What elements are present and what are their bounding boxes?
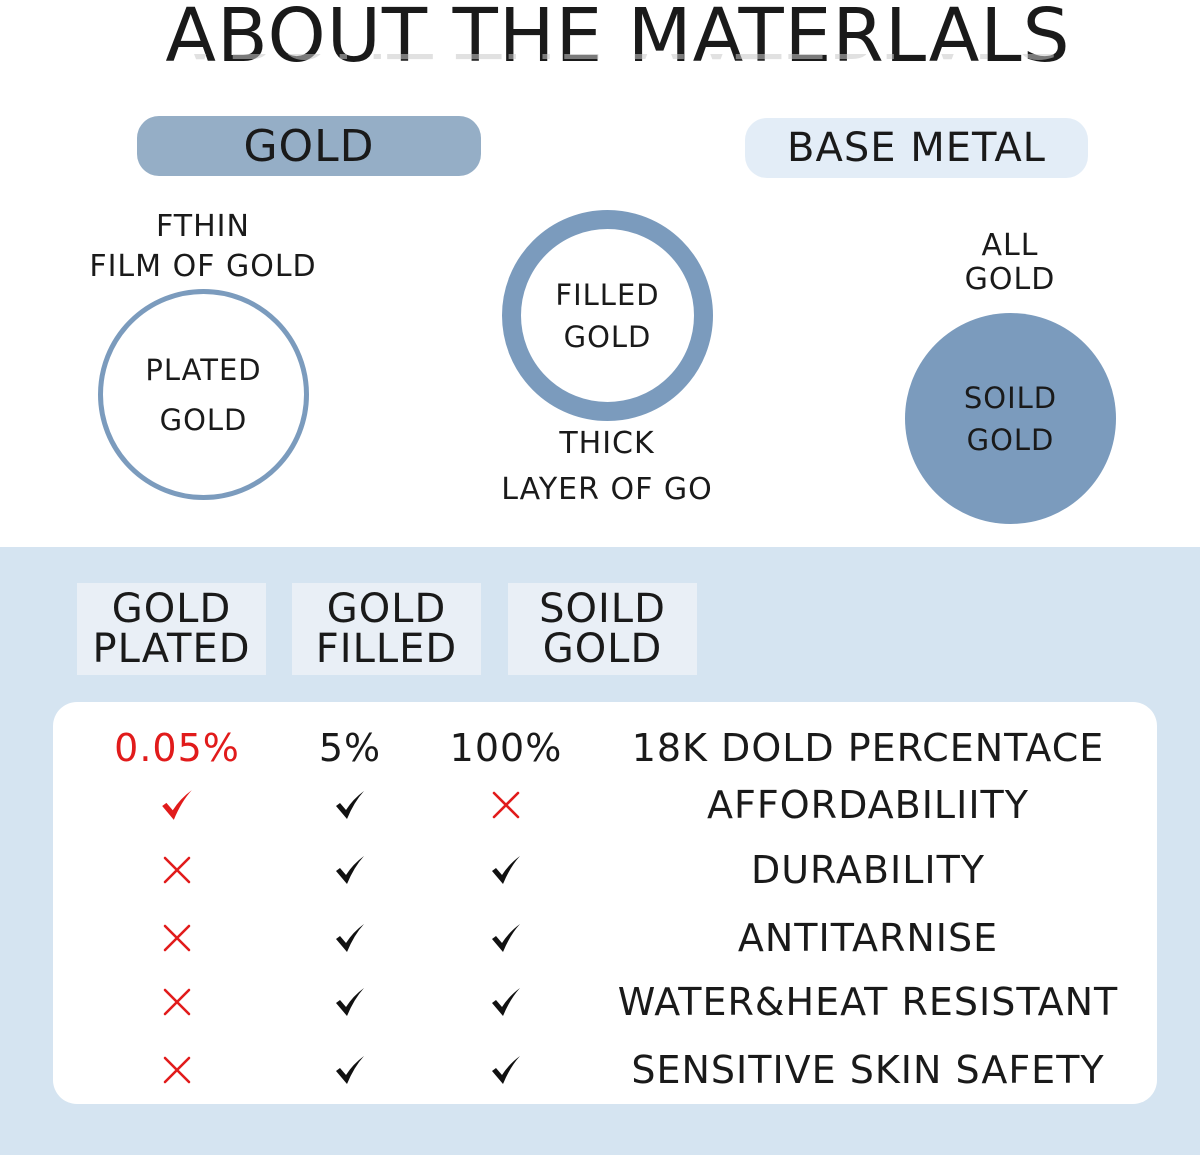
- plated-circle-line2: GOLD: [159, 402, 248, 437]
- percent-label: 18K DOLD PERCENTACE: [631, 726, 1105, 770]
- tab-gold-plated-line2: PLATED: [92, 626, 251, 672]
- plated-caption-line1: FTHIN: [156, 209, 250, 244]
- tab-gold-plated-line1: GOLD: [111, 586, 232, 632]
- filled-circle-line1: FILLED: [555, 277, 660, 312]
- filled-caption-line1: THICK: [559, 426, 655, 461]
- plated-cross-icon: [92, 1040, 262, 1100]
- feature-label: AFFORDABILIITY: [707, 783, 1029, 827]
- solid-percent: 100%: [449, 726, 563, 770]
- feature-label: ANTITARNISE: [737, 916, 999, 960]
- title-reflection: ABOUT THE MATERLALS: [0, 54, 1200, 72]
- feature-row: DURABILITY: [0, 840, 1200, 900]
- plated-percent: 0.05%: [114, 726, 240, 770]
- tab-solid-gold: SOILD GOLD: [508, 583, 697, 675]
- feature-row: WATER&HEAT RESISTANT: [0, 972, 1200, 1032]
- filled-circle-line2: GOLD: [563, 319, 652, 354]
- solid-caption-line1: ALL: [981, 228, 1039, 263]
- percent-row: 0.05% 5% 100% 18K DOLD PERCENTACE: [0, 718, 1200, 778]
- filled-check-icon: [267, 840, 433, 900]
- tab-gold-filled: GOLD FILLED: [292, 583, 481, 675]
- gold-pill: GOLD: [137, 116, 481, 176]
- plated-caption-line2: FILM OF GOLD: [89, 249, 317, 284]
- plated-check-red-icon: [92, 775, 262, 835]
- feature-row: AFFORDABILIITY: [0, 775, 1200, 835]
- solid-check-icon: [423, 908, 589, 968]
- comparison-table-card: [53, 702, 1157, 1104]
- filled-check-icon: [267, 775, 433, 835]
- solid-circle-line2: GOLD: [966, 422, 1055, 457]
- plated-caption: FTHIN FILM OF GOLD: [53, 207, 353, 287]
- plated-circle-line1: PLATED: [145, 352, 262, 387]
- filled-check-icon: [267, 1040, 433, 1100]
- plated-gold-circle: PLATED GOLD: [98, 289, 309, 500]
- tab-gold-filled-line2: FILLED: [315, 626, 458, 672]
- filled-check-icon: [267, 908, 433, 968]
- tab-solid-gold-line2: GOLD: [542, 626, 663, 672]
- solid-circle-line1: SOILD: [963, 380, 1058, 415]
- solid-caption-line2: GOLD: [964, 262, 1056, 297]
- solid-check-icon: [423, 840, 589, 900]
- solid-caption: ALL GOLD: [860, 229, 1160, 297]
- plated-cross-icon: [92, 908, 262, 968]
- tab-solid-gold-line1: SOILD: [539, 586, 666, 632]
- solid-check-icon: [423, 1040, 589, 1100]
- plated-cross-icon: [92, 840, 262, 900]
- filled-check-icon: [267, 972, 433, 1032]
- feature-label: SENSITIVE SKIN SAFETY: [631, 1048, 1105, 1092]
- gold-pill-label: GOLD: [243, 120, 375, 172]
- plated-cross-icon: [92, 972, 262, 1032]
- solid-check-icon: [423, 972, 589, 1032]
- filled-caption: THICK LAYER OF GO: [457, 421, 757, 513]
- feature-row: SENSITIVE SKIN SAFETY: [0, 1040, 1200, 1100]
- solid-gold-disc: SOILD GOLD: [905, 313, 1116, 524]
- filled-caption-line2: LAYER OF GO: [501, 472, 713, 507]
- feature-label: WATER&HEAT RESISTANT: [617, 980, 1119, 1024]
- tab-gold-plated: GOLD PLATED: [77, 583, 266, 675]
- solid-cross-icon: [423, 775, 589, 835]
- base-metal-pill: BASE METAL: [745, 118, 1088, 178]
- tab-gold-filled-line1: GOLD: [326, 586, 447, 632]
- filled-percent: 5%: [318, 726, 382, 770]
- base-metal-pill-label: BASE METAL: [787, 125, 1046, 171]
- feature-row: ANTITARNISE: [0, 908, 1200, 968]
- filled-gold-ring: FILLED GOLD: [502, 210, 713, 421]
- feature-label: DURABILITY: [750, 848, 985, 892]
- page-title: ABOUT THE MATERLALS: [165, 0, 1071, 79]
